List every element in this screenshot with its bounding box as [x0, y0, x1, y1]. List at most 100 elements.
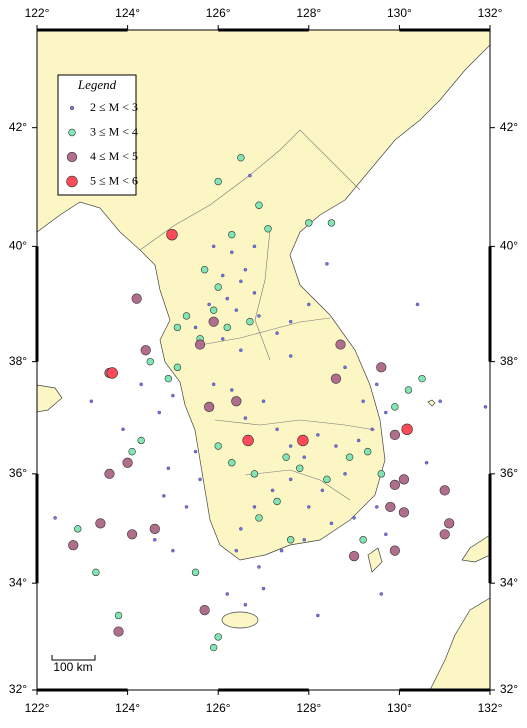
earthquake	[239, 348, 243, 353]
earthquake	[257, 314, 261, 318]
earthquake	[131, 293, 142, 304]
earthquake	[211, 382, 216, 387]
x-tick-label: 128°	[296, 701, 321, 715]
earthquake	[191, 568, 200, 577]
earthquake	[198, 477, 202, 482]
earthquake	[243, 267, 248, 272]
y-tick-label: 34°	[9, 575, 27, 589]
y-tick-label: 42°	[500, 120, 518, 134]
earthquake	[204, 401, 215, 412]
earthquake	[307, 302, 311, 307]
earthquake	[239, 279, 243, 284]
earthquake	[288, 477, 293, 482]
y-tick-label: 40°	[9, 239, 27, 253]
y-tick-label: 38°	[9, 354, 27, 368]
earthquake	[230, 388, 234, 392]
points	[53, 153, 488, 652]
earthquake	[228, 459, 236, 467]
earthquake	[401, 423, 413, 436]
earthquake	[273, 497, 281, 506]
earthquake	[246, 317, 254, 326]
y-tick-label: 32°	[9, 682, 27, 696]
earthquake	[334, 444, 338, 448]
earthquake	[275, 331, 279, 335]
earthquake	[184, 505, 189, 509]
earthquake	[389, 479, 400, 490]
y-tick-label: 40°	[500, 239, 518, 253]
earthquake	[128, 447, 136, 456]
y-tick-label: 38°	[500, 354, 518, 368]
border	[244, 469, 351, 501]
earthquake	[208, 316, 219, 327]
earthquake	[325, 262, 329, 266]
earthquake	[282, 453, 290, 461]
earthquake	[404, 386, 413, 394]
legend-label: 5 ≤ M < 6	[90, 173, 138, 187]
ticks: 122° 122° 124° 124° 126° 126° 128° 128° 130° 130°…	[9, 6, 518, 715]
x-tick-label: 122°	[25, 701, 50, 715]
earthquake	[214, 177, 222, 186]
earthquake	[255, 514, 263, 522]
earthquake	[68, 540, 79, 551]
earthquake	[214, 283, 222, 291]
earthquake	[389, 545, 400, 556]
earthquake	[223, 323, 231, 332]
x-tick-label: 128°	[296, 6, 321, 20]
earthquake	[316, 433, 320, 437]
earthquake	[95, 518, 106, 529]
earthquake	[104, 468, 115, 479]
earthquake	[199, 605, 210, 616]
legend-label: 4 ≤ M < 5	[90, 149, 138, 163]
earthquake	[114, 611, 123, 620]
earthquake	[113, 626, 124, 637]
y-tick-label: 36°	[500, 466, 518, 480]
earthquake	[385, 501, 396, 513]
earthquake	[89, 399, 94, 403]
earthquake	[255, 201, 263, 209]
earthquake	[250, 470, 259, 478]
earthquake	[415, 302, 420, 307]
earthquake	[349, 550, 360, 562]
legend-marker	[66, 175, 78, 188]
earthquake	[345, 453, 354, 461]
y-tick-label: 36°	[9, 466, 27, 480]
earthquake	[418, 374, 426, 383]
earthquake	[211, 244, 216, 249]
x-tick-label: 126°	[206, 701, 231, 715]
earthquake	[194, 339, 206, 350]
earthquake	[106, 367, 118, 379]
earthquake	[140, 345, 151, 356]
y-tick-label: 42°	[9, 120, 27, 134]
earthquake	[220, 337, 225, 341]
x-tick-label: 124°	[115, 701, 140, 715]
earthquake	[302, 455, 307, 459]
earthquake	[391, 403, 399, 411]
legend: Legend 2 ≤ M < 3 3 ≤ M < 4 4 ≤ M < 5 5 ≤ M …	[57, 74, 138, 196]
earthquake	[207, 302, 211, 307]
earthquake	[288, 354, 293, 358]
earthquake	[234, 308, 239, 312]
scale-label: 100 km	[53, 660, 92, 674]
earthquake	[209, 306, 218, 314]
earthquake	[305, 219, 313, 227]
earthquake	[363, 447, 372, 456]
earthquake	[275, 427, 279, 432]
earthquake	[374, 505, 379, 509]
earthquake	[173, 323, 182, 332]
ulleung	[427, 399, 436, 407]
jeju	[221, 611, 259, 629]
earthquake	[307, 505, 311, 509]
earthquake	[157, 410, 162, 415]
legend-label: 2 ≤ M < 3	[90, 100, 138, 114]
legend-marker	[66, 151, 78, 163]
scale-bar: 100 km	[51, 655, 96, 674]
earthquake	[252, 244, 257, 249]
x-tick-label: 130°	[387, 701, 412, 715]
earthquake	[248, 173, 252, 178]
earthquake	[182, 312, 191, 320]
earthquake	[127, 529, 138, 540]
earthquake	[252, 505, 257, 509]
earthquake	[237, 153, 245, 162]
earthquake	[270, 488, 275, 493]
earthquake	[398, 474, 410, 485]
